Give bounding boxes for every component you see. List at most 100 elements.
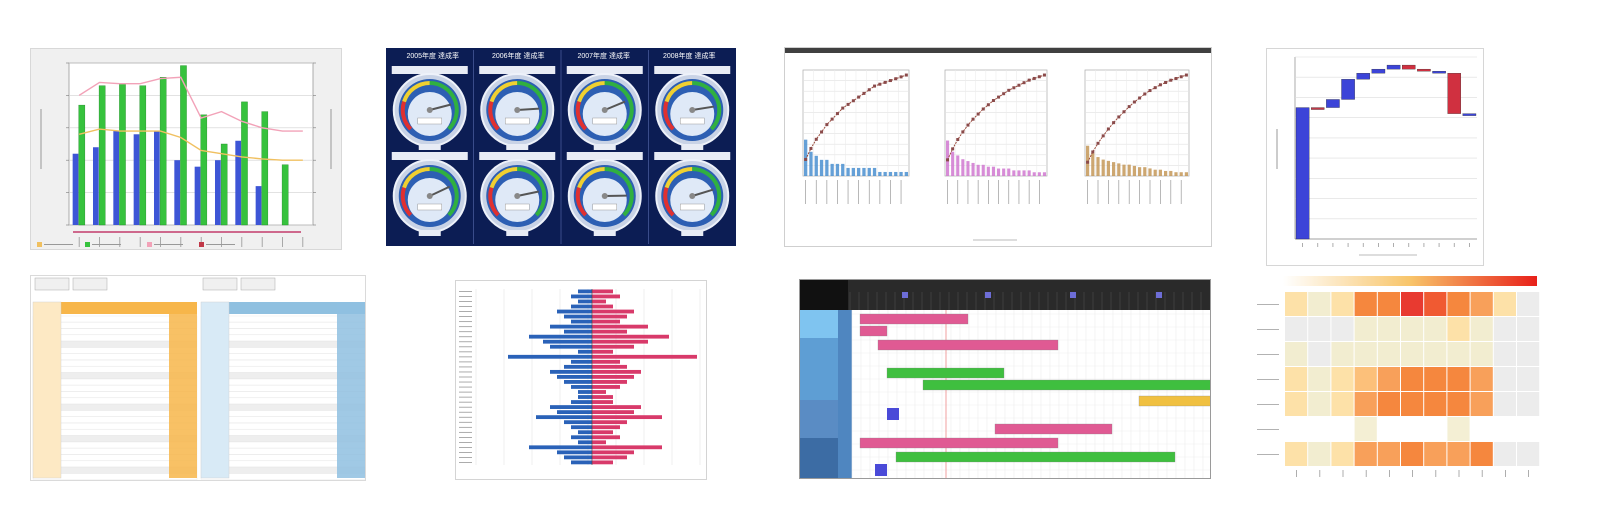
left-bar	[571, 294, 592, 299]
left-bar	[536, 415, 592, 420]
heatmap-cell	[1447, 317, 1470, 341]
gauge-caption-bar	[391, 66, 468, 74]
milestone	[887, 408, 899, 420]
bar	[153, 131, 160, 225]
left-bar	[564, 420, 592, 425]
left-bar	[571, 304, 592, 309]
gantt-schedule	[799, 279, 1211, 479]
heatmap-cell	[1331, 442, 1354, 466]
left-bar	[564, 329, 592, 334]
pareto-charts	[784, 47, 1212, 247]
gauge-inner	[670, 178, 715, 222]
heatmap-cell	[1517, 392, 1540, 416]
heatmap-cell	[1424, 392, 1447, 416]
heatmap-cell	[1424, 442, 1447, 466]
heatmap-cell	[1308, 392, 1331, 416]
right-bar	[592, 289, 613, 294]
heatmap-cell	[1424, 417, 1447, 441]
pareto-point	[1027, 78, 1031, 82]
pareto-point	[1101, 134, 1105, 138]
right-bar	[592, 339, 648, 344]
right-bar	[592, 299, 606, 304]
gauge-readout	[680, 203, 705, 211]
gauge-hub	[689, 193, 696, 199]
pareto-bar	[867, 167, 871, 176]
pareto-bar	[1184, 172, 1188, 176]
left-bar	[571, 425, 592, 430]
pareto-bar	[825, 159, 829, 176]
pareto-bar	[1096, 157, 1100, 176]
pareto-point	[1153, 86, 1157, 90]
pareto-bar	[1127, 164, 1131, 176]
heatmap-cell	[1470, 342, 1493, 366]
heatmap-cell	[1401, 342, 1424, 366]
pareto-bar	[997, 168, 1001, 176]
pareto-bar	[1106, 160, 1110, 176]
pareto-point	[1037, 75, 1041, 79]
gauge-arc	[400, 101, 413, 131]
pareto-point	[851, 99, 855, 103]
heatmap-cell	[1377, 292, 1400, 316]
bar	[214, 160, 221, 225]
gauge-arc	[517, 167, 547, 217]
pareto-bar	[1153, 169, 1157, 176]
right-bar	[592, 359, 620, 364]
heatmap-cell	[1377, 342, 1400, 366]
pareto-bar	[991, 166, 995, 176]
gauge-caption-bar	[479, 152, 556, 160]
heatmap-cell	[1331, 342, 1354, 366]
right-bar	[592, 445, 662, 450]
bar	[119, 83, 126, 226]
waterfall-bar	[1311, 107, 1325, 110]
pareto-point	[1143, 92, 1147, 96]
filter-button	[202, 277, 238, 291]
gauge-needle	[604, 100, 626, 111]
pareto-point	[1096, 141, 1100, 145]
gauge-arc	[489, 167, 518, 189]
gauge-readout	[505, 117, 530, 125]
bar	[92, 147, 99, 225]
heatmap-cell	[1354, 442, 1377, 466]
left-bar	[578, 430, 592, 435]
heatmap-cell	[1331, 392, 1354, 416]
left-bar	[557, 374, 592, 379]
heatmap-cell	[1285, 342, 1308, 366]
pareto-point	[825, 123, 829, 127]
waterfall-bar	[1341, 79, 1355, 100]
right-bar	[592, 405, 641, 409]
pareto-point	[830, 117, 834, 121]
gauge-label	[681, 144, 704, 150]
gauge-inner	[495, 178, 540, 222]
pareto-bar	[1007, 168, 1011, 176]
right-bar	[592, 369, 641, 374]
pareto-bar	[971, 162, 975, 176]
heatmap-cell	[1308, 342, 1331, 366]
pareto-point	[1138, 96, 1142, 100]
header-marker	[1070, 292, 1076, 298]
pareto-bar	[1037, 172, 1041, 176]
heatmap-cell	[1401, 292, 1424, 316]
right-bar	[592, 294, 620, 299]
series-line	[78, 128, 303, 161]
left-bar	[564, 364, 592, 369]
gauge-needle	[517, 190, 539, 197]
bar-line-combo-chart	[30, 48, 342, 250]
pareto-point	[1022, 81, 1026, 85]
heatmap-cell	[1447, 392, 1470, 416]
right-bar	[592, 430, 613, 435]
bar	[139, 85, 147, 226]
pareto-bar	[1143, 167, 1147, 176]
pareto-point	[1042, 73, 1046, 77]
gauge-inner	[495, 92, 540, 136]
pareto-point	[1112, 121, 1116, 125]
gauge-caption-bar	[479, 66, 556, 74]
gauge-arc	[402, 81, 430, 103]
gauge-caption-bar	[566, 66, 643, 74]
pareto-bar	[1091, 153, 1095, 176]
gauge-needle	[429, 103, 452, 111]
pareto-bar	[814, 155, 818, 176]
heatmap-cell	[1377, 417, 1400, 441]
gauge-header: 2006年度 達成率	[491, 53, 545, 60]
pareto-bar	[862, 167, 866, 176]
heatmap-cell	[1447, 292, 1470, 316]
